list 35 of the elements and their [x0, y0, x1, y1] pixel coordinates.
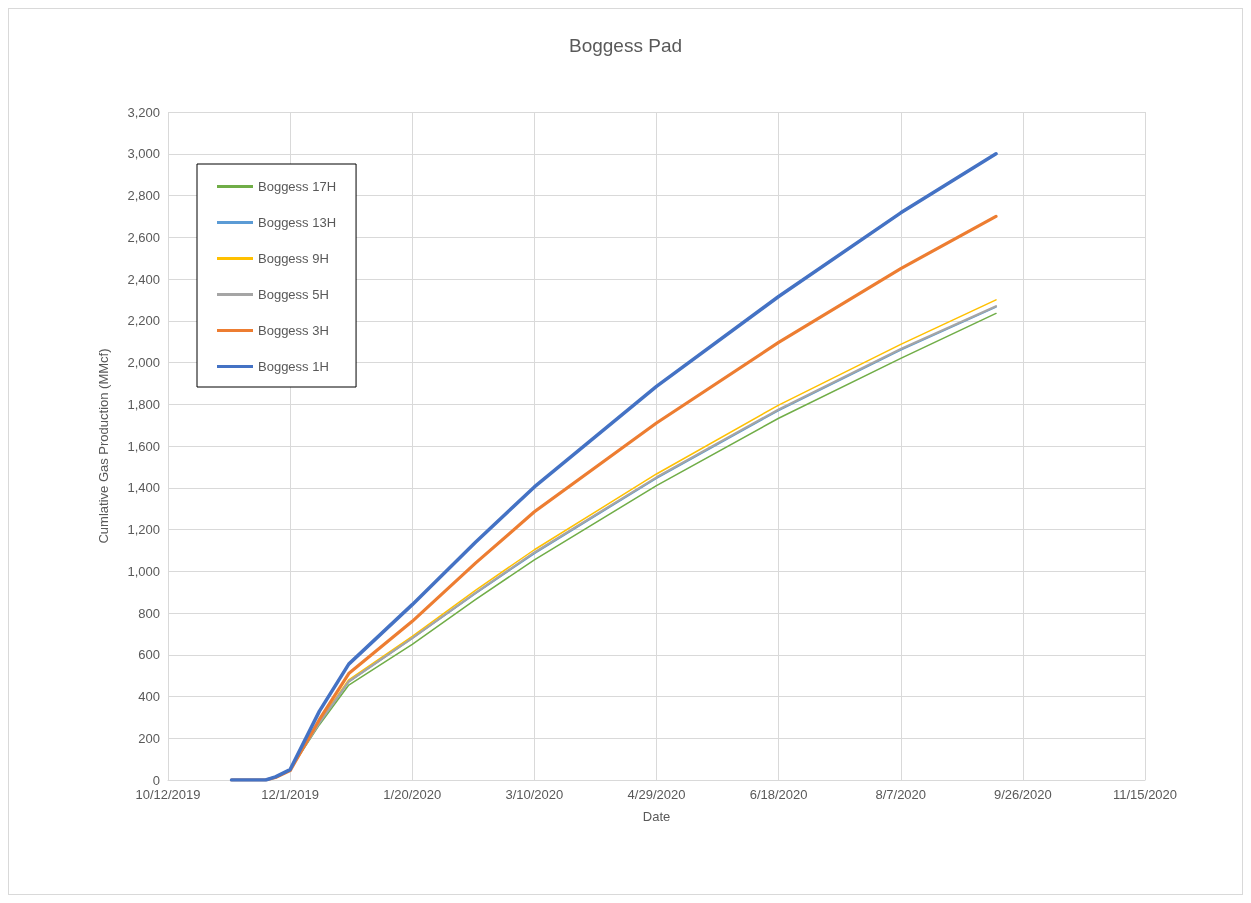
x-tick-label: 3/10/2020 — [505, 787, 564, 802]
legend-label: Boggess 17H — [258, 179, 337, 194]
x-tick-label: 8/7/2020 — [875, 787, 927, 802]
y-tick-label: 2,000 — [127, 355, 160, 370]
y-tick-label: 1,600 — [127, 438, 160, 454]
y-tick-label: 2,400 — [127, 271, 160, 287]
y-tick-label: 200 — [138, 730, 160, 746]
y-tick-label: 800 — [138, 605, 160, 621]
legend-label: Boggess 5H — [258, 287, 329, 302]
x-tick-label: 10/12/2019 — [135, 787, 201, 802]
y-tick-label: 600 — [138, 647, 160, 663]
chart-title: Boggess Pad — [568, 35, 683, 56]
x-axis-title: Date — [642, 809, 671, 824]
y-tick-label: 3,200 — [127, 104, 160, 120]
x-tick-label: 11/15/2020 — [1112, 787, 1178, 802]
y-tick-label: 2,600 — [127, 229, 160, 245]
y-axis-title: Cumlative Gas Production (MMcf) — [96, 348, 111, 544]
legend-label: Boggess 3H — [258, 323, 329, 338]
x-tick-label: 1/20/2020 — [383, 787, 442, 802]
y-tick-label: 1,400 — [127, 480, 160, 496]
x-tick-label: 9/26/2020 — [993, 787, 1052, 802]
x-tick-label: 4/29/2020 — [627, 787, 686, 802]
y-tick-label: 1,200 — [127, 522, 160, 537]
y-tick-label: 1,800 — [127, 396, 160, 412]
x-tick-label: 12/1/2019 — [261, 787, 320, 802]
y-tick-label: 2,200 — [127, 313, 160, 329]
y-tick-label: 0 — [152, 772, 160, 788]
y-tick-label: 400 — [138, 689, 160, 704]
legend-label: Boggess 1H — [258, 359, 329, 374]
legend-label: Boggess 13H — [258, 215, 337, 230]
x-tick-label: 6/18/2020 — [749, 787, 808, 802]
y-tick-label: 3,000 — [127, 146, 160, 162]
y-tick-label: 2,800 — [127, 188, 160, 203]
legend-label: Boggess 9H — [258, 251, 329, 266]
y-tick-label: 1,000 — [127, 563, 160, 579]
